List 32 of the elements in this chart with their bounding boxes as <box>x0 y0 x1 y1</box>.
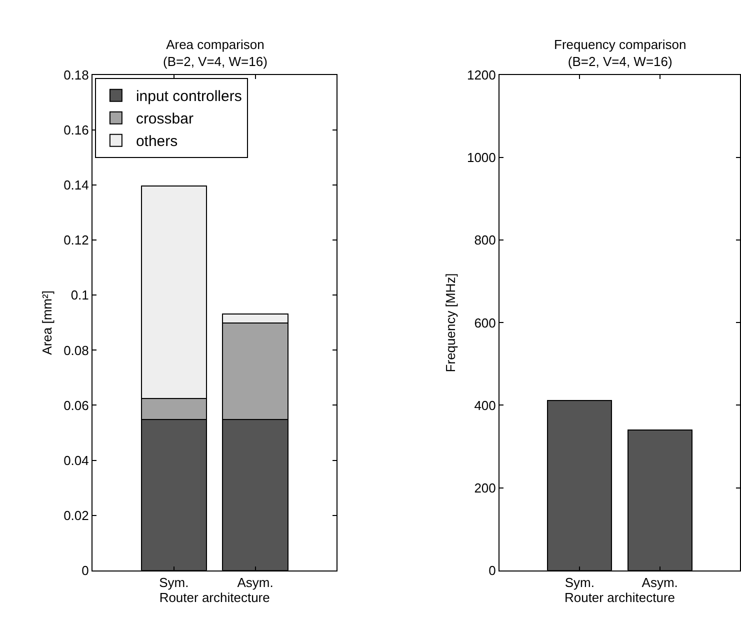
y-tick-label: 1200 <box>466 68 496 83</box>
x-axis-title: Router architecture <box>564 590 676 605</box>
x-axis-title: Router architecture <box>159 590 270 605</box>
y-axis-title: Frequency [MHz] <box>442 273 458 372</box>
chart-title: Area comparison <box>166 37 264 52</box>
y-tick-label: 800 <box>474 232 496 248</box>
y-tick-label: 0.18 <box>64 68 89 83</box>
y-tick-label: 0.12 <box>64 232 89 248</box>
x-tick-label: Sym. <box>159 574 189 590</box>
legend-label: input controllers <box>136 88 242 106</box>
y-tick-label: 0 <box>82 562 89 578</box>
y-tick-label: 0.16 <box>64 122 89 138</box>
chart-subtitle: (B=2, V=4, W=16) <box>568 54 672 69</box>
y-tick-label: 0 <box>488 562 496 578</box>
y-tick-label: 1000 <box>466 150 496 166</box>
legend-label: others <box>136 133 178 150</box>
legend-label: crossbar <box>136 110 194 128</box>
y-axis-title: Area [mm²] <box>40 290 55 355</box>
chart-subtitle: (B=2, V=4, W=16) <box>163 54 268 69</box>
y-tick-label: 0.08 <box>64 342 89 358</box>
y-tick-label: 0.02 <box>64 508 89 523</box>
x-tick-label: Asym. <box>642 574 678 590</box>
x-tick-label: Asym. <box>237 574 274 590</box>
y-tick-label: 400 <box>474 398 496 413</box>
y-tick-label: 0.04 <box>64 452 89 468</box>
y-tick-label: 0.14 <box>64 178 89 193</box>
x-tick-label: Sym. <box>564 574 594 590</box>
y-tick-label: 600 <box>474 315 496 330</box>
chart-title: Frequency comparison <box>554 37 686 52</box>
y-tick-label: 200 <box>474 480 496 496</box>
y-tick-label: 0.1 <box>70 288 89 303</box>
y-tick-label: 0.06 <box>64 398 89 413</box>
